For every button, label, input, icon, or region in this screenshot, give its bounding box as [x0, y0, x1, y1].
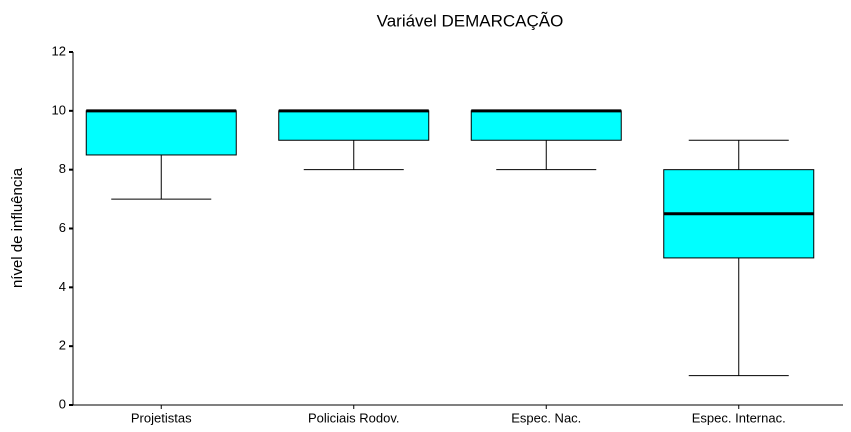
- y-axis-label: nível de influência: [9, 167, 26, 288]
- chart-title: Variável DEMARCAÇÃO: [377, 11, 564, 30]
- box: [470, 110, 622, 141]
- y-tick-label: 2: [59, 338, 66, 353]
- y-tick-label: 0: [59, 396, 66, 411]
- y-tick-label: 8: [59, 161, 66, 176]
- box: [85, 110, 237, 156]
- x-tick-label: Espec. Internac.: [692, 410, 786, 425]
- x-tick-label: Espec. Nac.: [511, 410, 581, 425]
- y-tick-label: 6: [59, 220, 66, 235]
- x-tick-label: Policiais Rodov.: [308, 410, 400, 425]
- y-tick-label: 10: [52, 102, 66, 117]
- x-tick-label: Projetistas: [131, 410, 192, 425]
- box: [278, 110, 430, 141]
- y-tick-label: 12: [52, 43, 66, 58]
- y-tick-label: 4: [59, 279, 66, 294]
